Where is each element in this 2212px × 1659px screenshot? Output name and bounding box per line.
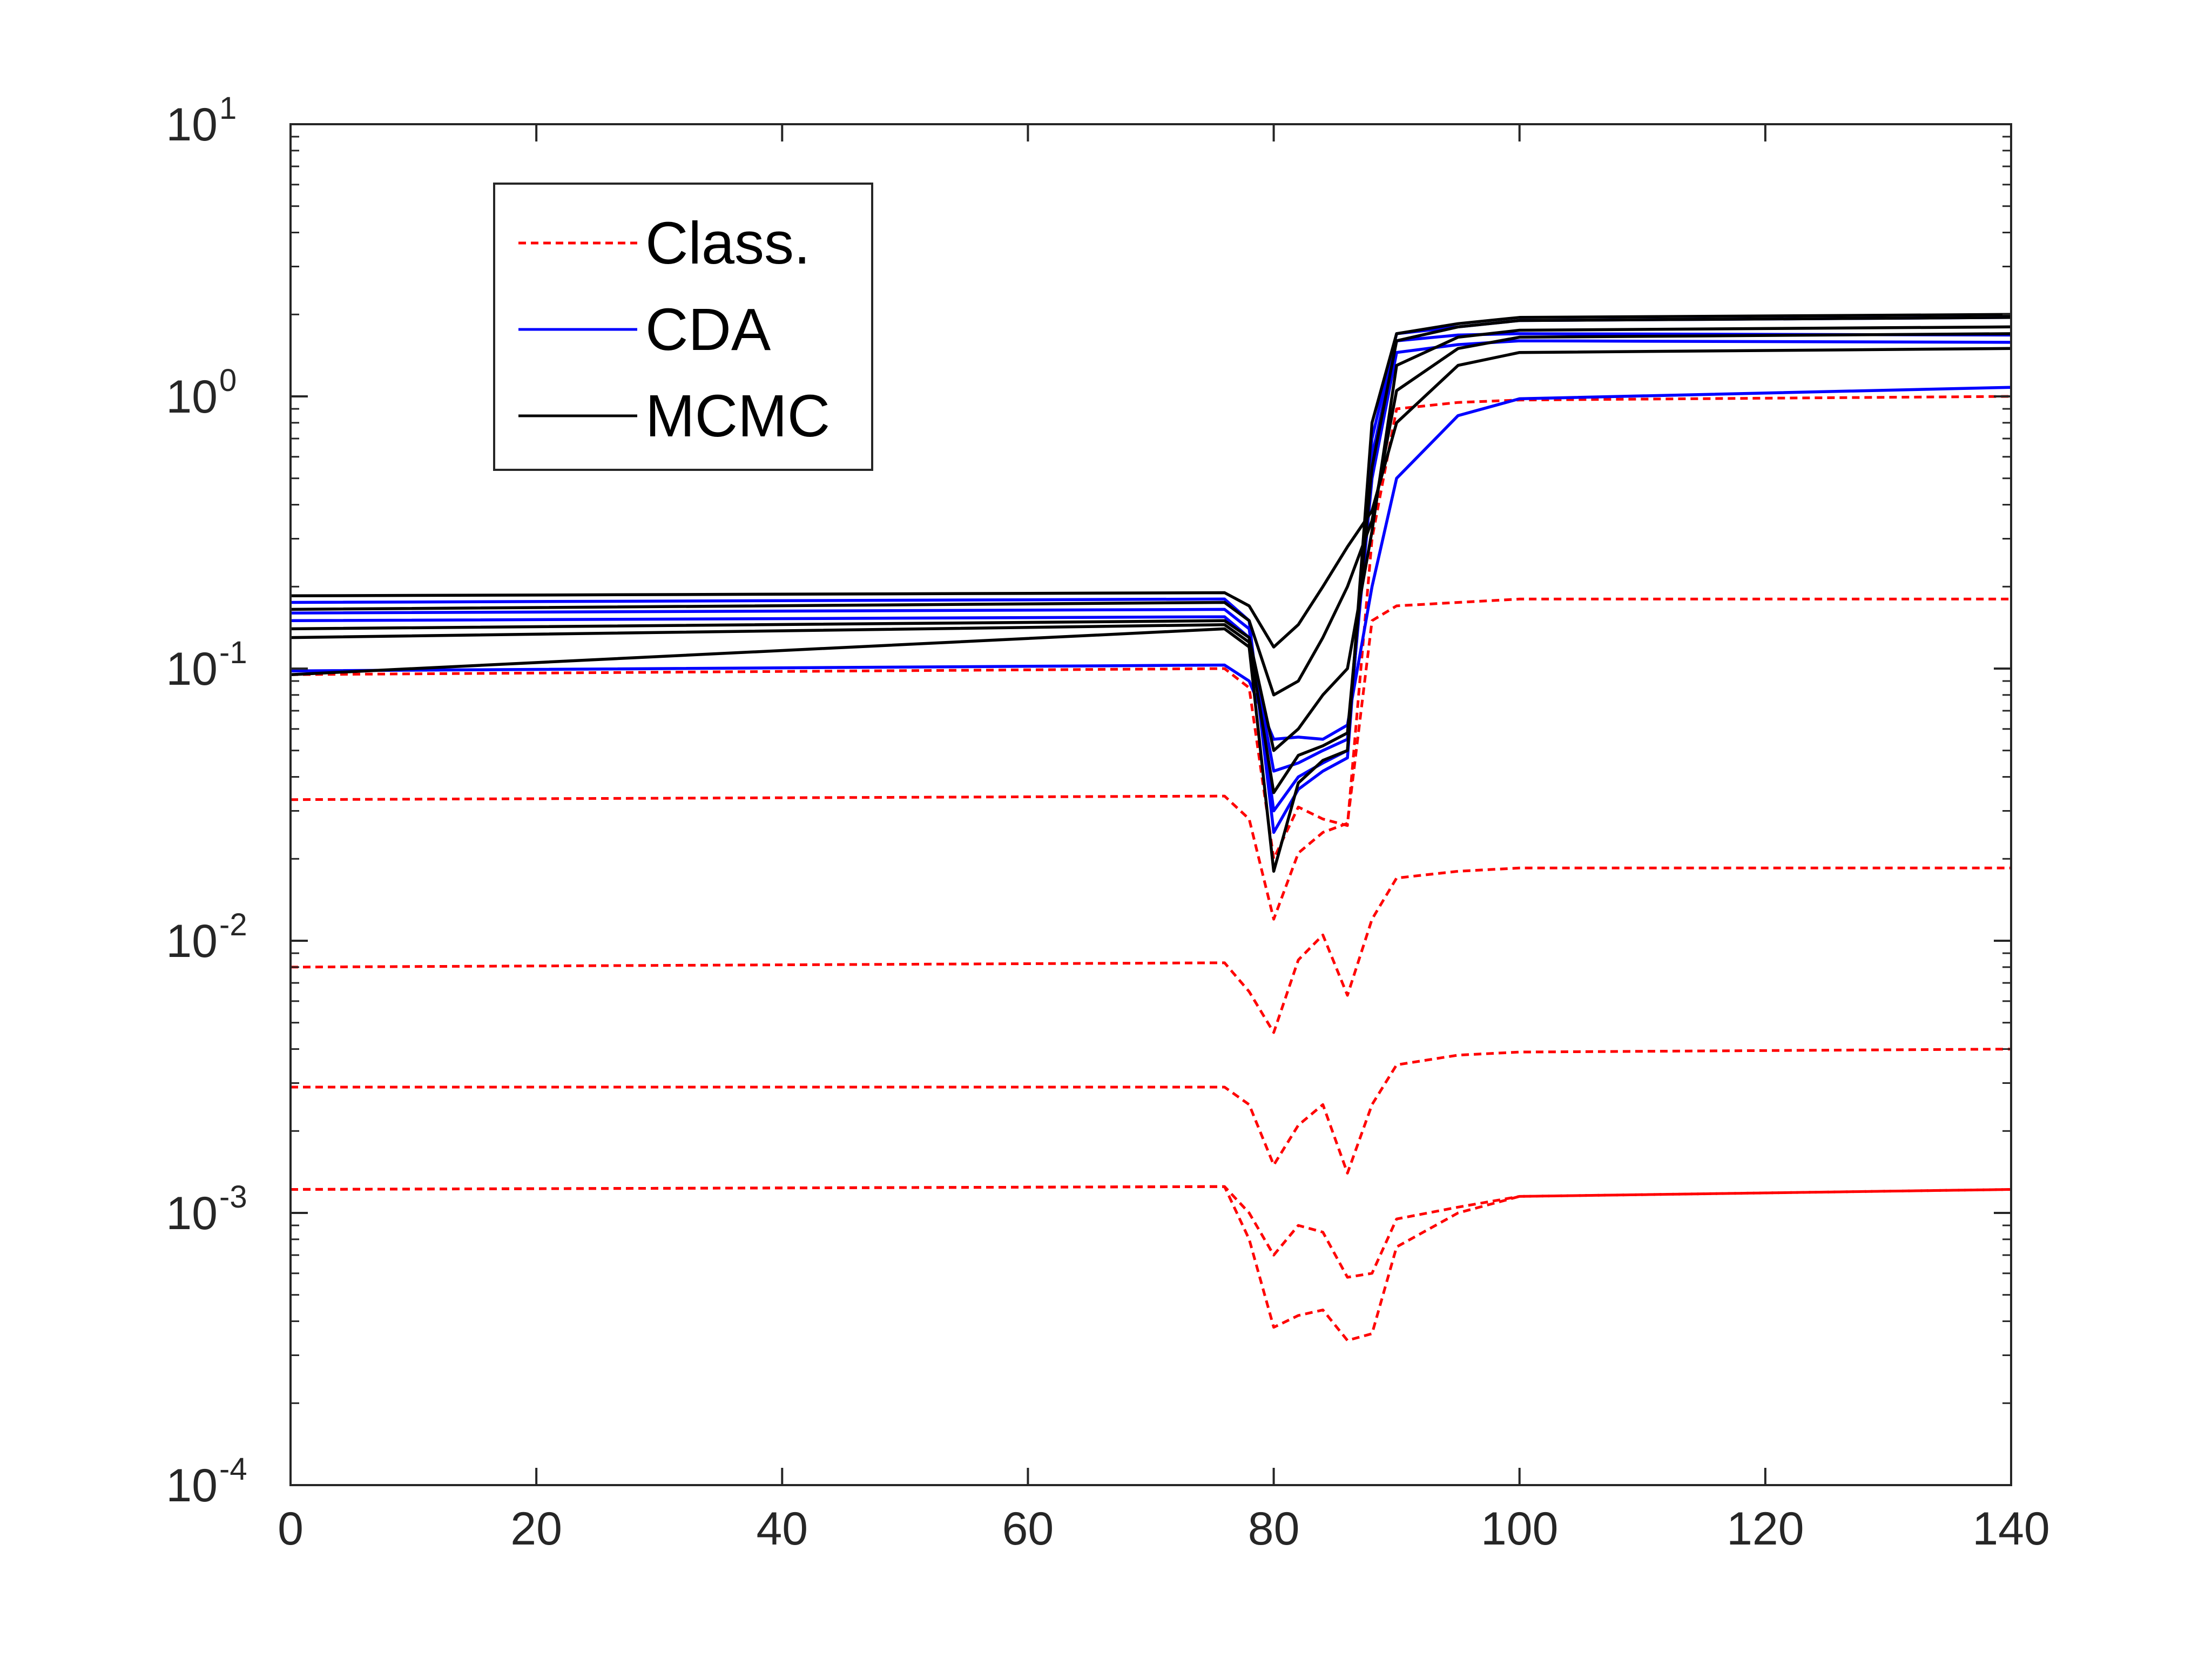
y-tick-label: 10 xyxy=(166,1460,218,1512)
legend-box xyxy=(493,183,873,471)
x-tick-label: 0 xyxy=(278,1503,304,1555)
series-line-mcmc-12 xyxy=(290,325,2012,752)
series-line-mcmc-10 xyxy=(290,347,2012,649)
tick-marks xyxy=(289,123,2012,1486)
series-line-class-4 xyxy=(290,1185,2012,1279)
series-line-class-2 xyxy=(290,866,2011,1034)
axes-box xyxy=(289,123,2012,1486)
series-line-mcmc-14 xyxy=(290,313,2012,873)
series-line-class-5 xyxy=(290,1185,2012,1342)
y-tick-exponent: -1 xyxy=(219,635,247,670)
x-tick-label: 40 xyxy=(756,1503,808,1555)
x-tick-label: 80 xyxy=(1248,1503,1300,1555)
series-line-mcmc-13 xyxy=(290,316,2012,794)
series-layer xyxy=(290,313,2012,1342)
y-tick-label: 10 xyxy=(166,371,218,423)
y-tick-exponent: 0 xyxy=(219,363,237,398)
legend-label-cda: CDA xyxy=(645,296,771,363)
legend: Class. CDA MCMC xyxy=(493,183,873,471)
legend-label-mcmc: MCMC xyxy=(645,383,830,449)
y-tick-label: 10 xyxy=(166,99,218,151)
x-tick-label: 20 xyxy=(510,1503,562,1555)
series-line-class-0 xyxy=(290,395,2012,860)
x-tick-label: 140 xyxy=(1972,1503,2050,1555)
y-tick-label: 10 xyxy=(166,643,218,695)
series-line-mcmc-11 xyxy=(290,332,2012,697)
series-line-cda-6 xyxy=(290,386,2012,741)
x-tick-label: 120 xyxy=(1727,1503,1804,1555)
series-line-class-3 xyxy=(291,1048,2012,1175)
y-tick-label: 10 xyxy=(166,1188,218,1239)
y-tick-exponent: 1 xyxy=(219,91,237,126)
legend-label-class: Class. xyxy=(645,210,811,276)
y-tick-label: 10 xyxy=(166,915,218,967)
y-tick-exponent: -3 xyxy=(219,1179,247,1215)
y-tick-exponent: -2 xyxy=(219,907,247,942)
y-tick-exponent: -4 xyxy=(219,1452,247,1487)
x-tick-label: 60 xyxy=(1002,1503,1054,1555)
x-tick-label: 100 xyxy=(1481,1503,1559,1555)
series-line-class-1 xyxy=(290,597,2011,921)
